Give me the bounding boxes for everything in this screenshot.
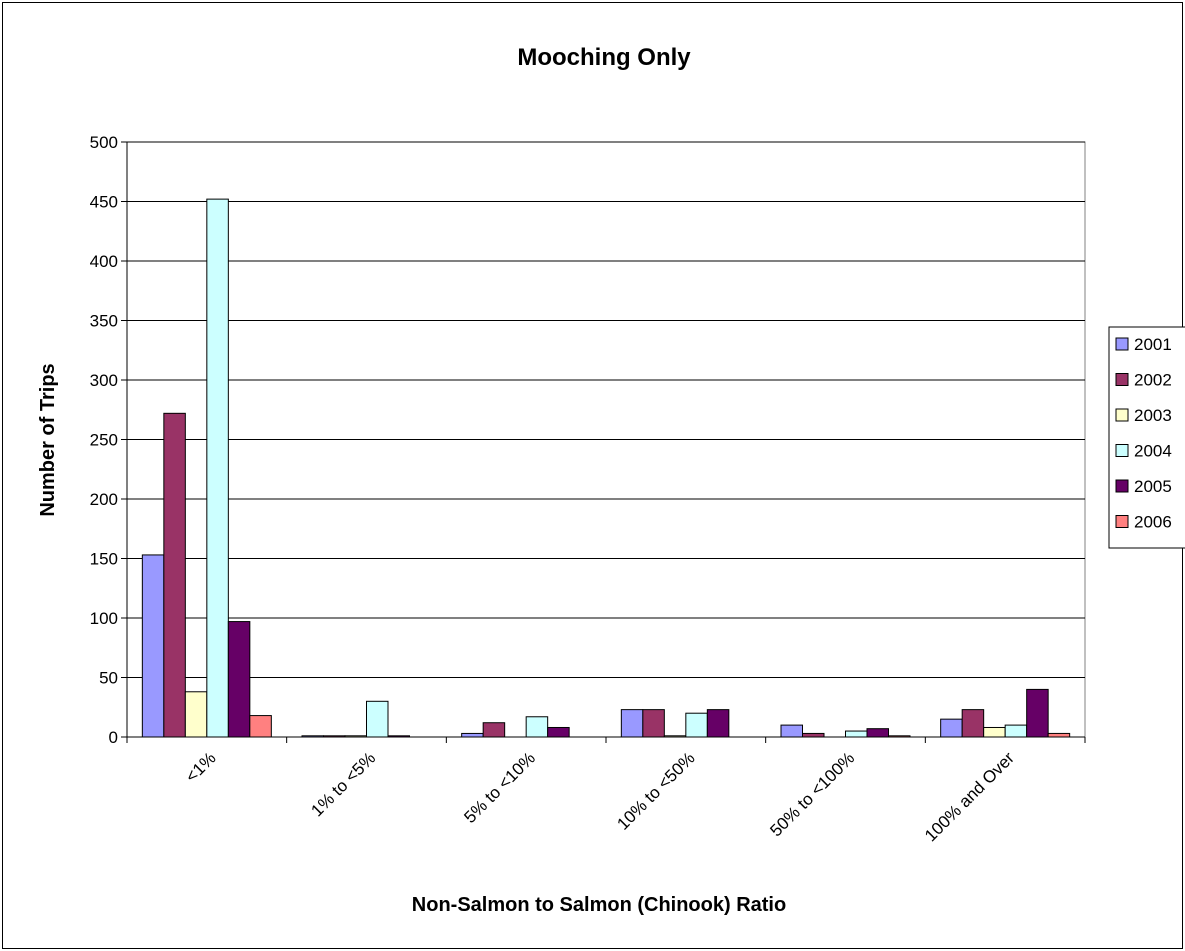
bar-2006-0	[249, 715, 272, 738]
y-axis-title: Number of Trips	[37, 363, 59, 516]
legend: 2001 2002 2003 2004 2005 2006	[1108, 326, 1185, 549]
y-tick-label: 150	[90, 550, 118, 569]
x-tick-label: 50% to <100%	[766, 748, 858, 840]
y-tick-label: 200	[90, 490, 118, 509]
bar-2004-3	[685, 712, 708, 738]
bar-2005-2	[547, 726, 570, 738]
legend-label-2006: 2006	[1134, 513, 1172, 532]
bar-2004-1	[366, 700, 389, 738]
x-axis-title: Non-Salmon to Salmon (Chinook) Ratio	[412, 894, 786, 916]
bars	[141, 198, 1071, 738]
bar-2006-5	[1047, 732, 1071, 738]
bar-2005-5	[1026, 688, 1049, 738]
bar-2001-0	[141, 554, 165, 738]
bar-2004-4	[845, 730, 868, 738]
x-tick-label: 5% to <10%	[460, 748, 539, 827]
y-tick-label: 50	[99, 669, 118, 688]
bar-2002-3	[642, 709, 665, 738]
bar-2004-5	[1004, 724, 1028, 738]
bar-2002-5	[961, 709, 985, 738]
y-tick-labels: 0 50 100 150 200 250 300 350 400 450 500	[90, 133, 118, 747]
y-tick-label: 100	[90, 609, 118, 628]
bar-2002-0	[163, 412, 186, 738]
x-tick-labels: <1% 1% to <5% 5% to <10% 10% to <50% 50% to …	[182, 748, 1018, 845]
legend-swatch-2005	[1115, 479, 1129, 493]
legend-label-2002: 2002	[1134, 371, 1172, 390]
bar-2002-2	[482, 722, 506, 738]
legend-label-2004: 2004	[1134, 442, 1172, 461]
legend-swatch-2001	[1115, 337, 1129, 351]
legend-label-2001: 2001	[1134, 335, 1172, 354]
gridlines	[127, 141, 1085, 678]
bar-2001-4	[780, 724, 803, 738]
bar-2004-0	[206, 198, 229, 738]
bar-2004-2	[525, 716, 549, 738]
legend-swatch-2003	[1115, 408, 1129, 422]
bar-2005-0	[227, 621, 251, 738]
x-tick-label: 10% to <50%	[613, 748, 698, 833]
legend-label-2003: 2003	[1134, 406, 1172, 425]
legend-label-2005: 2005	[1134, 477, 1172, 496]
bar-2005-4	[866, 728, 889, 738]
bar-2001-3	[620, 709, 644, 738]
bar-2002-4	[802, 732, 825, 738]
y-tick-label: 500	[90, 133, 118, 152]
y-tick-label: 450	[90, 193, 118, 212]
y-tick-label: 300	[90, 371, 118, 390]
bar-2003-5	[983, 726, 1006, 738]
y-tick-label: 350	[90, 312, 118, 331]
x-tick-label: <1%	[182, 748, 220, 786]
bar-2005-3	[706, 709, 730, 738]
legend-swatch-2004	[1115, 444, 1129, 457]
y-tick-label: 250	[90, 431, 118, 450]
bar-2001-5	[940, 718, 963, 738]
x-tick-label: 1% to <5%	[307, 748, 379, 820]
legend-box	[1108, 326, 1185, 549]
bar-2001-2	[461, 732, 484, 738]
chart-title: Mooching Only	[517, 44, 691, 71]
plot-area	[121, 141, 1086, 743]
axes	[121, 141, 1086, 743]
bar-2003-0	[184, 691, 208, 738]
x-tick-label: 100% and Over	[921, 748, 1018, 845]
legend-swatch-2006	[1115, 515, 1129, 528]
y-tick-label: 400	[90, 252, 118, 271]
y-tick-label: 0	[109, 728, 118, 747]
legend-swatch-2002	[1115, 373, 1129, 386]
